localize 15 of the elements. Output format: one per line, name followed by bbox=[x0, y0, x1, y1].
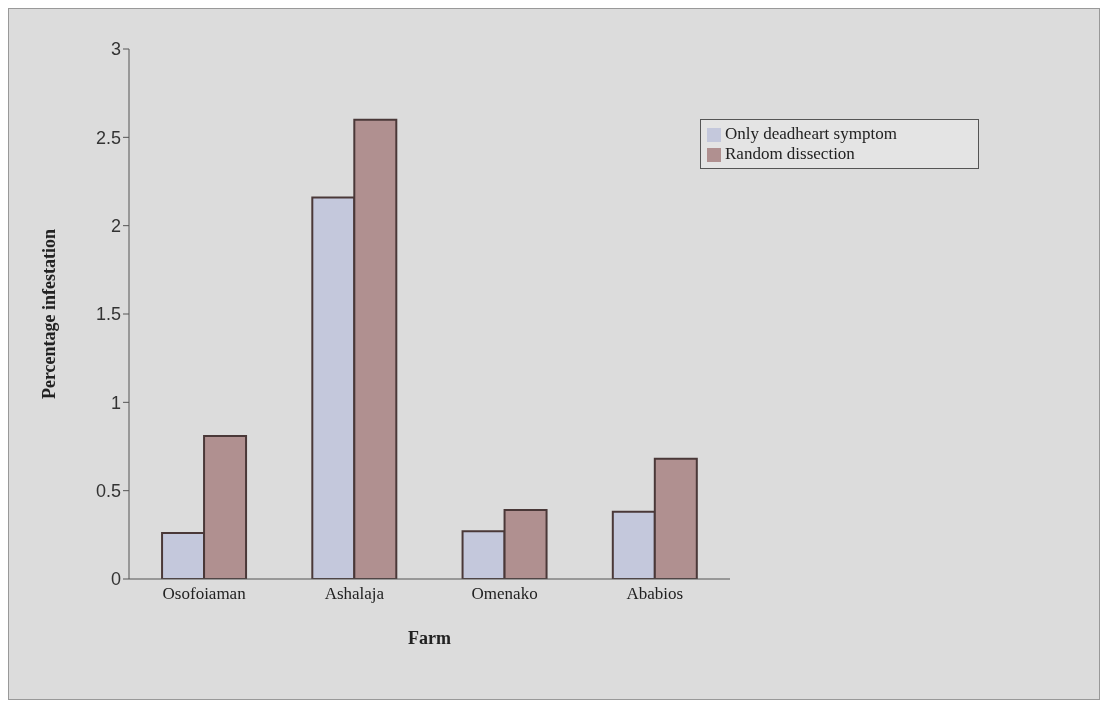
y-tick-label: 1.5 bbox=[95, 304, 121, 325]
y-tick-label: 3 bbox=[110, 39, 121, 60]
x-tick-label: Osofoiaman bbox=[162, 584, 247, 604]
x-tick-label: Ababios bbox=[626, 584, 684, 604]
y-tick-label: 1 bbox=[110, 392, 121, 413]
legend-label: Only deadheart symptom bbox=[725, 124, 897, 143]
y-tick-label: 0 bbox=[110, 569, 121, 590]
x-tick-label: Ashalaja bbox=[324, 584, 385, 604]
y-tick-label: 0.5 bbox=[95, 481, 121, 502]
x-tick-label: Omenako bbox=[471, 584, 538, 604]
y-tick-label: 2.5 bbox=[95, 127, 121, 148]
x-axis-title: Farm bbox=[408, 628, 451, 648]
legend-label: Random dissection bbox=[725, 144, 855, 163]
y-tick-label: 2 bbox=[110, 216, 121, 237]
y-axis-title: Percentage infestation bbox=[39, 228, 60, 400]
